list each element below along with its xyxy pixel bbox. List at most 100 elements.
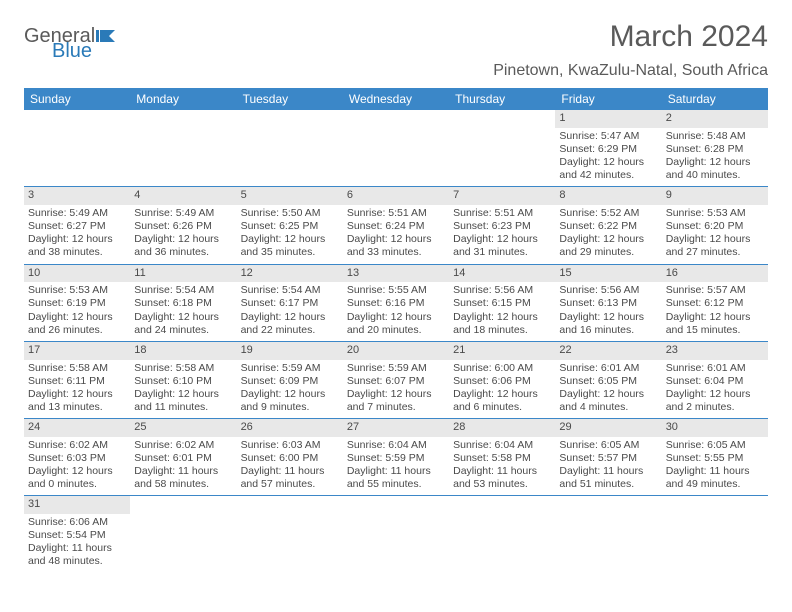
day-cell bbox=[449, 110, 555, 186]
day-cell: 30Sunrise: 6:05 AMSunset: 5:55 PMDayligh… bbox=[662, 419, 768, 495]
day-line: Sunrise: 5:59 AM bbox=[241, 362, 339, 375]
day-number: 21 bbox=[449, 342, 555, 360]
day-line: Sunrise: 6:01 AM bbox=[559, 362, 657, 375]
day-cell: 19Sunrise: 5:59 AMSunset: 6:09 PMDayligh… bbox=[237, 342, 343, 418]
day-line: Daylight: 12 hours bbox=[28, 233, 126, 246]
day-line: and 48 minutes. bbox=[28, 555, 126, 568]
day-cell bbox=[662, 496, 768, 572]
day-cell bbox=[237, 110, 343, 186]
day-number: 3 bbox=[24, 187, 130, 205]
day-cell: 26Sunrise: 6:03 AMSunset: 6:00 PMDayligh… bbox=[237, 419, 343, 495]
header: General Blue March 2024 Pinetown, KwaZul… bbox=[24, 20, 768, 80]
day-number: 22 bbox=[555, 342, 661, 360]
day-cell bbox=[237, 496, 343, 572]
day-line: Sunrise: 6:01 AM bbox=[666, 362, 764, 375]
day-cell bbox=[343, 496, 449, 572]
day-line: and 7 minutes. bbox=[347, 401, 445, 414]
day-line: Daylight: 12 hours bbox=[559, 388, 657, 401]
day-header: Sunday bbox=[24, 88, 130, 110]
day-line: and 51 minutes. bbox=[559, 478, 657, 491]
day-cell: 10Sunrise: 5:53 AMSunset: 6:19 PMDayligh… bbox=[24, 265, 130, 341]
day-line: Sunset: 6:01 PM bbox=[134, 452, 232, 465]
day-line: Daylight: 11 hours bbox=[28, 542, 126, 555]
day-line: Sunrise: 6:05 AM bbox=[666, 439, 764, 452]
day-body: Sunrise: 5:56 AMSunset: 6:15 PMDaylight:… bbox=[449, 282, 555, 341]
day-line: and 22 minutes. bbox=[241, 324, 339, 337]
day-line: Daylight: 12 hours bbox=[347, 388, 445, 401]
day-line: Sunset: 6:07 PM bbox=[347, 375, 445, 388]
day-cell: 12Sunrise: 5:54 AMSunset: 6:17 PMDayligh… bbox=[237, 265, 343, 341]
day-line: Sunrise: 5:49 AM bbox=[28, 207, 126, 220]
day-cell: 25Sunrise: 6:02 AMSunset: 6:01 PMDayligh… bbox=[130, 419, 236, 495]
day-line: Sunrise: 6:02 AM bbox=[134, 439, 232, 452]
day-line: Sunrise: 5:49 AM bbox=[134, 207, 232, 220]
week-row: 17Sunrise: 5:58 AMSunset: 6:11 PMDayligh… bbox=[24, 342, 768, 419]
logo-text-blue: Blue bbox=[52, 43, 117, 60]
day-cell: 9Sunrise: 5:53 AMSunset: 6:20 PMDaylight… bbox=[662, 187, 768, 263]
day-body: Sunrise: 5:52 AMSunset: 6:22 PMDaylight:… bbox=[555, 205, 661, 264]
day-line: Daylight: 12 hours bbox=[453, 388, 551, 401]
day-body: Sunrise: 5:58 AMSunset: 6:11 PMDaylight:… bbox=[24, 360, 130, 419]
day-line: Sunset: 6:20 PM bbox=[666, 220, 764, 233]
day-body: Sunrise: 6:03 AMSunset: 6:00 PMDaylight:… bbox=[237, 437, 343, 496]
day-line: and 49 minutes. bbox=[666, 478, 764, 491]
day-cell: 31Sunrise: 6:06 AMSunset: 5:54 PMDayligh… bbox=[24, 496, 130, 572]
day-cell: 22Sunrise: 6:01 AMSunset: 6:05 PMDayligh… bbox=[555, 342, 661, 418]
day-number: 20 bbox=[343, 342, 449, 360]
day-cell: 29Sunrise: 6:05 AMSunset: 5:57 PMDayligh… bbox=[555, 419, 661, 495]
day-number: 9 bbox=[662, 187, 768, 205]
day-line: and 55 minutes. bbox=[347, 478, 445, 491]
day-line: Sunset: 6:12 PM bbox=[666, 297, 764, 310]
day-number: 13 bbox=[343, 265, 449, 283]
calendar: SundayMondayTuesdayWednesdayThursdayFrid… bbox=[24, 88, 768, 573]
day-line: Daylight: 12 hours bbox=[666, 388, 764, 401]
day-line: Sunrise: 5:52 AM bbox=[559, 207, 657, 220]
day-line: Sunrise: 5:53 AM bbox=[28, 284, 126, 297]
day-line: and 29 minutes. bbox=[559, 246, 657, 259]
day-number: 4 bbox=[130, 187, 236, 205]
day-line: and 38 minutes. bbox=[28, 246, 126, 259]
day-line: Daylight: 12 hours bbox=[241, 311, 339, 324]
day-line: Sunset: 5:55 PM bbox=[666, 452, 764, 465]
day-line: and 6 minutes. bbox=[453, 401, 551, 414]
day-number: 26 bbox=[237, 419, 343, 437]
day-line: Sunset: 6:27 PM bbox=[28, 220, 126, 233]
week-row: 24Sunrise: 6:02 AMSunset: 6:03 PMDayligh… bbox=[24, 419, 768, 496]
day-line: Sunrise: 5:47 AM bbox=[559, 130, 657, 143]
day-number: 10 bbox=[24, 265, 130, 283]
day-number: 24 bbox=[24, 419, 130, 437]
day-line: Sunrise: 6:06 AM bbox=[28, 516, 126, 529]
day-line: Sunset: 6:00 PM bbox=[241, 452, 339, 465]
day-cell: 8Sunrise: 5:52 AMSunset: 6:22 PMDaylight… bbox=[555, 187, 661, 263]
day-line: Sunrise: 5:59 AM bbox=[347, 362, 445, 375]
day-line: Daylight: 12 hours bbox=[347, 233, 445, 246]
day-line: Daylight: 11 hours bbox=[241, 465, 339, 478]
week-row: 3Sunrise: 5:49 AMSunset: 6:27 PMDaylight… bbox=[24, 187, 768, 264]
day-cell: 17Sunrise: 5:58 AMSunset: 6:11 PMDayligh… bbox=[24, 342, 130, 418]
location: Pinetown, KwaZulu-Natal, South Africa bbox=[493, 62, 768, 80]
day-line: Sunset: 6:13 PM bbox=[559, 297, 657, 310]
day-line: Sunset: 6:25 PM bbox=[241, 220, 339, 233]
day-body: Sunrise: 6:05 AMSunset: 5:55 PMDaylight:… bbox=[662, 437, 768, 496]
day-number: 7 bbox=[449, 187, 555, 205]
day-line: and 53 minutes. bbox=[453, 478, 551, 491]
day-line: Sunset: 6:10 PM bbox=[134, 375, 232, 388]
day-line: Sunrise: 6:04 AM bbox=[347, 439, 445, 452]
day-line: Sunset: 6:17 PM bbox=[241, 297, 339, 310]
day-cell: 2Sunrise: 5:48 AMSunset: 6:28 PMDaylight… bbox=[662, 110, 768, 186]
day-header: Monday bbox=[130, 88, 236, 110]
day-line: and 18 minutes. bbox=[453, 324, 551, 337]
day-header: Friday bbox=[555, 88, 661, 110]
day-number: 18 bbox=[130, 342, 236, 360]
day-body: Sunrise: 5:56 AMSunset: 6:13 PMDaylight:… bbox=[555, 282, 661, 341]
month-title: March 2024 bbox=[493, 20, 768, 54]
day-body: Sunrise: 5:51 AMSunset: 6:23 PMDaylight:… bbox=[449, 205, 555, 264]
day-line: and 35 minutes. bbox=[241, 246, 339, 259]
day-body: Sunrise: 6:01 AMSunset: 6:04 PMDaylight:… bbox=[662, 360, 768, 419]
day-line: Daylight: 12 hours bbox=[28, 465, 126, 478]
day-cell: 20 Sunrise: 5:59 AMSunset: 6:07 PMDayligh… bbox=[343, 342, 449, 418]
day-cell: 6Sunrise: 5:51 AMSunset: 6:24 PMDaylight… bbox=[343, 187, 449, 263]
day-headers-row: SundayMondayTuesdayWednesdayThursdayFrid… bbox=[24, 88, 768, 110]
day-line: Daylight: 12 hours bbox=[347, 311, 445, 324]
day-number: 8 bbox=[555, 187, 661, 205]
